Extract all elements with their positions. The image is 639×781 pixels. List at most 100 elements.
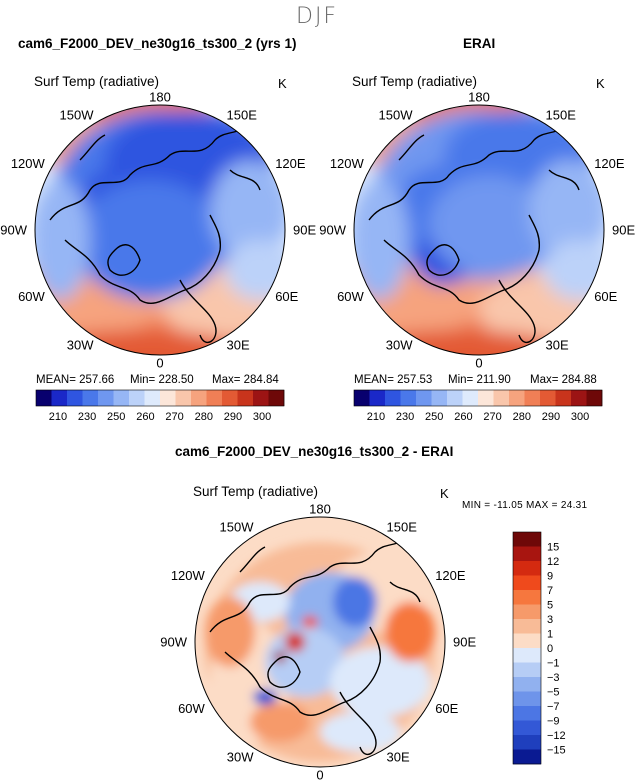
diff-colorbar-box-14 <box>513 735 541 750</box>
diff-colorbar-box-9 <box>513 662 541 678</box>
diff-colorbar-box-4 <box>513 590 541 605</box>
panel-2-colorbar-label-1: 230 <box>396 411 414 423</box>
diff-colorbar-label-6: 1 <box>547 629 553 641</box>
lon-label-diff-7: 30W <box>227 750 254 765</box>
panel-1-colorbar-box-12 <box>222 390 238 406</box>
lon-label-p1-5: 30E <box>227 338 250 353</box>
lon-label-diff-9: 90W <box>160 635 187 650</box>
lon-label-p2-1: 150E <box>546 107 577 122</box>
lon-label-p2-3: 90E <box>612 223 635 238</box>
panel-2-colorbar-label-3: 260 <box>454 411 472 423</box>
diff-colorbar-label-5: 3 <box>547 614 553 626</box>
diff-colorbar-label-8: −1 <box>547 658 560 670</box>
panel-1-map <box>35 105 285 355</box>
diff-colorbar-box-2 <box>513 561 541 576</box>
panel-2-colorbar-box-11 <box>524 390 541 406</box>
diff-colorbar: 15 12 9 7 5 3 1 0 −1 −3 −5 −7 −9 −12 −15 <box>512 531 566 765</box>
panel-2-boundary <box>353 104 605 356</box>
panel-1-colorbar-label-5: 280 <box>195 411 213 423</box>
panel-2-colorbar-frame <box>353 389 603 407</box>
lon-label-diff-0: 180 <box>309 502 331 517</box>
panel-2-colorbar-label-0: 210 <box>367 411 385 423</box>
panel-2-colorbar-box-9 <box>493 390 510 406</box>
panel-1-colorbar-frame <box>35 389 285 407</box>
panel-2-colorbar-label-4: 270 <box>483 411 501 423</box>
diff-colorbar-box-1 <box>513 546 541 562</box>
panel-1-colorbar-box-15 <box>268 390 285 406</box>
panel-1-colorbar-label-0: 210 <box>49 411 67 423</box>
panel-2-colorbar-box-15 <box>586 390 603 406</box>
diff-colorbar-label-2: 9 <box>547 571 553 583</box>
panel-2-colorbar-box-8 <box>478 390 494 406</box>
diff-colorbar-box-8 <box>513 648 541 663</box>
panel-1-colorbar-box-1 <box>51 390 68 406</box>
lon-label-p2-9: 90W <box>319 223 346 238</box>
panel-2-colorbar-label-7: 300 <box>571 411 589 423</box>
diff-variable-label: Surf Temp (radiative) <box>193 484 319 499</box>
diff-colorbar-label-1: 12 <box>547 556 559 568</box>
lon-label-p1-8: 60W <box>18 289 45 304</box>
panel-2-colorbar-label-5: 280 <box>513 411 531 423</box>
panel-1-colorbar-box-6 <box>129 390 145 406</box>
lon-label-diff-4: 60E <box>435 701 458 716</box>
lon-label-p1-6: 0 <box>156 356 163 371</box>
panel-1-colorbar-box-13 <box>237 390 254 406</box>
diff-units: K <box>440 486 449 501</box>
panel-2-colorbar-box-0 <box>354 390 370 406</box>
panel-1-colorbar-box-10 <box>191 390 207 406</box>
diff-colorbar-box-7 <box>513 633 541 649</box>
lon-label-p2-8: 60W <box>337 289 364 304</box>
panel-1-colorbar-box-5 <box>113 390 130 406</box>
diff-colorbar-box-0 <box>513 532 541 547</box>
lon-label-diff-10: 120W <box>171 568 206 583</box>
lon-label-p1-11: 150W <box>60 107 95 122</box>
diff-colorbar-box-3 <box>513 575 541 591</box>
lon-label-p2-6: 0 <box>475 356 482 371</box>
panel-1-colorbar-label-4: 270 <box>165 411 183 423</box>
diff-panel-title: cam6_F2000_DEV_ne30g16_ts300_2 - ERAI <box>175 444 454 459</box>
diff-coastline <box>209 536 421 756</box>
lon-label-p2-5: 30E <box>546 338 569 353</box>
lon-label-p2-0: 180 <box>468 90 490 105</box>
panel-2-colorbar-box-1 <box>369 390 386 406</box>
lon-label-p2-4: 60E <box>594 289 617 304</box>
lon-label-p1-10: 120W <box>11 156 46 171</box>
diff-colorbar-label-11: −7 <box>547 701 560 713</box>
panel-1-coastline <box>49 124 261 344</box>
panel-1-colorbar-box-0 <box>36 390 52 406</box>
diff-colorbar-label-3: 7 <box>547 585 553 597</box>
diff-colorbar-box-15 <box>513 749 541 765</box>
diff-colorbar-label-14: −15 <box>547 745 566 757</box>
diff-colorbar-label-4: 5 <box>547 600 553 612</box>
panel-1-colorbar-box-14 <box>253 390 269 406</box>
panel-1-colorbar-box-2 <box>67 390 83 406</box>
panel-1-colorbar-box-9 <box>175 390 192 406</box>
lon-label-p1-1: 150E <box>227 107 258 122</box>
diff-boundary <box>194 516 446 768</box>
panel-1-units: K <box>278 76 287 91</box>
panel-2-colorbar-label-6: 290 <box>542 411 560 423</box>
panel-2-colorbar-label-2: 250 <box>425 411 443 423</box>
panel-2-colorbar-box-12 <box>540 390 556 406</box>
lon-label-p1-4: 60E <box>275 289 298 304</box>
panel-2-colorbar-box-2 <box>385 390 401 406</box>
lon-label-p1-7: 30W <box>67 338 94 353</box>
panel-2-colorbar-box-4 <box>416 390 432 406</box>
panel-2-colorbar-box-6 <box>447 390 463 406</box>
panel-1-min: Min= 228.50 <box>130 374 194 386</box>
lon-label-diff-2: 120E <box>435 568 466 583</box>
panel-1-boundary <box>34 104 286 356</box>
panel-1-mean: MEAN= 257.66 <box>36 374 115 386</box>
diff-colorbar-label-9: −3 <box>547 672 560 684</box>
diff-colorbar-box-10 <box>513 677 541 692</box>
lon-label-p2-10: 120W <box>330 156 365 171</box>
panel-2-min: Min= 211.90 <box>448 374 511 386</box>
panel-2-variable-label: Surf Temp (radiative) <box>352 74 478 89</box>
lon-label-p2-2: 120E <box>594 156 625 171</box>
panel-1-colorbar-label-2: 250 <box>107 411 125 423</box>
panel-2-mean: MEAN= 257.53 <box>354 374 433 386</box>
diff-stats: MIN = -11.05 MAX = 24.31 <box>462 500 588 511</box>
panel-1-colorbar-box-8 <box>160 390 176 406</box>
panel-1-colorbar-label-1: 230 <box>78 411 96 423</box>
